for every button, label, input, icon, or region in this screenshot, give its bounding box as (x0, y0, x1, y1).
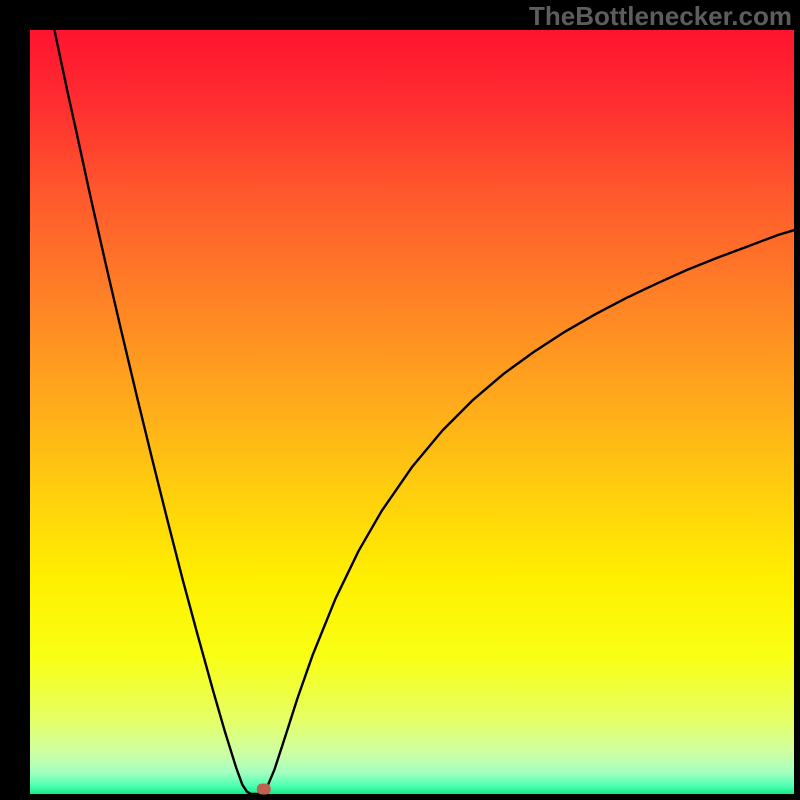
chart-svg (0, 0, 800, 800)
watermark-text: TheBottlenecker.com (529, 1, 792, 32)
gradient-background (30, 30, 794, 794)
chart-container: TheBottlenecker.com (0, 0, 800, 800)
optimal-point-marker (257, 784, 271, 795)
